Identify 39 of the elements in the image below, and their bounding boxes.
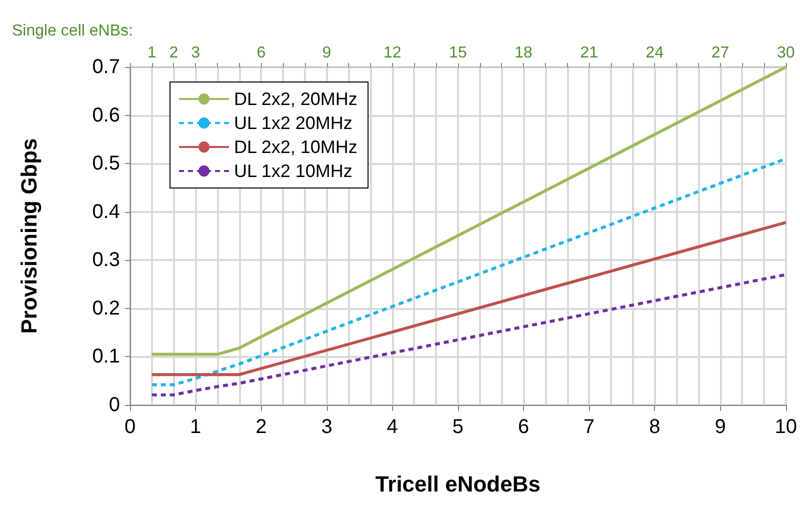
legend-label: UL 1x2 10MHz — [234, 161, 352, 181]
x2-tick-label: 15 — [449, 44, 467, 62]
x-tick-label: 5 — [452, 416, 464, 438]
y-tick-label: 0.6 — [92, 104, 120, 126]
x-tick-label: 7 — [584, 416, 595, 438]
x2-tick-label: 3 — [191, 44, 200, 62]
legend-label: UL 1x2 20MHz — [234, 113, 352, 133]
x-tick-label: 10 — [774, 416, 797, 438]
y-axis-title: Provisioning Gbps — [16, 138, 42, 334]
y-tick-label: 0.4 — [92, 200, 120, 223]
x2-tick-label: 24 — [646, 44, 664, 62]
x2-tick-label: 18 — [514, 44, 533, 62]
x-tick-label: 9 — [714, 416, 726, 438]
x2-tick-label: 12 — [383, 44, 402, 62]
x-tick-label: 3 — [321, 416, 332, 438]
x2-tick-label: 2 — [169, 44, 178, 62]
y-tick-label: 0.2 — [92, 297, 120, 320]
x-tick-label: 2 — [256, 416, 267, 438]
y-tick-label: 0 — [108, 394, 120, 416]
x-tick-label: 6 — [518, 416, 530, 438]
y-tick-label: 0.1 — [92, 346, 120, 368]
x2-tick-label: 6 — [256, 44, 266, 62]
x-tick-label: 8 — [649, 416, 660, 438]
x-tick-label: 4 — [386, 416, 398, 438]
legend-label: DL 2x2, 10MHz — [234, 137, 358, 157]
x-axis-title: Tricell eNodeBs — [375, 472, 540, 496]
x2-tick-label: 9 — [322, 44, 332, 62]
x2-axis-title: Single cell eNBs: — [12, 22, 133, 40]
y-tick-label: 0.7 — [92, 56, 120, 78]
x2-tick-label: 27 — [711, 44, 730, 62]
x-tick-label: 1 — [190, 416, 202, 438]
x2-tick-label: 1 — [147, 44, 156, 62]
line-series — [150, 273, 788, 396]
y-tick-label: 0.3 — [92, 249, 120, 272]
x-tick-label: 0 — [124, 416, 136, 438]
legend-label: DL 2x2, 20MHz — [234, 89, 358, 109]
x2-tick-label: 30 — [776, 44, 795, 62]
y-tick-label: 0.5 — [92, 152, 120, 175]
x2-tick-label: 21 — [580, 44, 598, 62]
